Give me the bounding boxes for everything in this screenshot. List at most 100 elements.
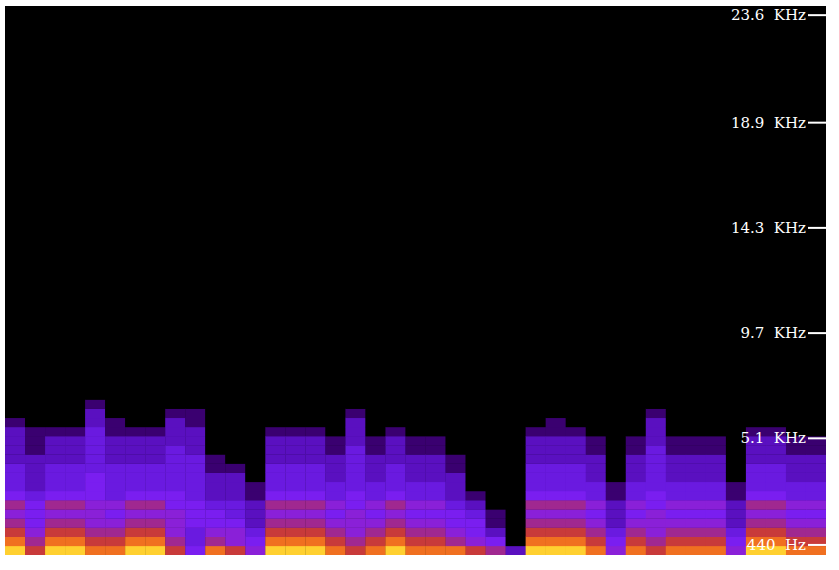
- cell: [65, 454, 85, 463]
- cell: [746, 418, 766, 427]
- cell: [65, 436, 85, 445]
- cell: [706, 399, 726, 408]
- cell: [666, 518, 686, 527]
- cell: [446, 473, 466, 482]
- cell: [526, 399, 546, 408]
- cell: [546, 418, 566, 427]
- cell: [446, 518, 466, 527]
- cell: [466, 436, 486, 445]
- cell: [686, 473, 706, 482]
- cell: [45, 464, 65, 473]
- cell: [806, 537, 826, 546]
- cell: [646, 473, 666, 482]
- cell: [65, 528, 85, 537]
- cell: [506, 454, 526, 463]
- cell: [526, 409, 546, 418]
- cell: [466, 445, 486, 454]
- cell: [185, 399, 205, 408]
- cell: [606, 418, 626, 427]
- cell: [145, 409, 165, 418]
- tick: [808, 437, 827, 439]
- cell: [165, 500, 185, 509]
- cell: [405, 509, 425, 518]
- cell: [446, 454, 466, 463]
- tick-label: 9.7 KHz: [740, 324, 806, 342]
- cell: [506, 418, 526, 427]
- cell: [165, 454, 185, 463]
- cell: [706, 409, 726, 418]
- cell: [205, 546, 225, 555]
- cell: [626, 436, 646, 445]
- tick-label: 23.6 KHz: [731, 6, 806, 24]
- cell: [466, 482, 486, 491]
- cell: [165, 528, 185, 537]
- cell: [105, 500, 125, 509]
- cell: [125, 399, 145, 408]
- cell: [566, 509, 586, 518]
- cell: [45, 500, 65, 509]
- cell: [65, 546, 85, 555]
- cell: [405, 482, 425, 491]
- cell: [546, 546, 566, 555]
- cell: [426, 390, 446, 399]
- cell: [646, 509, 666, 518]
- cell: [426, 464, 446, 473]
- cell: [426, 491, 446, 500]
- cell: [706, 418, 726, 427]
- cell: [486, 500, 506, 509]
- cell: [646, 537, 666, 546]
- cell: [646, 528, 666, 537]
- cell: [626, 473, 646, 482]
- cell: [546, 509, 566, 518]
- cell: [606, 500, 626, 509]
- cell: [426, 482, 446, 491]
- cell: [606, 473, 626, 482]
- cell: [5, 482, 25, 491]
- cell: [185, 528, 205, 537]
- cell: [45, 427, 65, 436]
- cell: [65, 537, 85, 546]
- cell: [446, 399, 466, 408]
- cell: [405, 473, 425, 482]
- cell: [265, 537, 285, 546]
- cell: [305, 390, 325, 399]
- cell: [706, 518, 726, 527]
- cell: [285, 427, 305, 436]
- cell: [646, 464, 666, 473]
- cell: [486, 528, 506, 537]
- cell: [766, 482, 786, 491]
- cell: [546, 409, 566, 418]
- cell: [365, 473, 385, 482]
- cell: [5, 427, 25, 436]
- cell: [626, 464, 646, 473]
- cell: [666, 436, 686, 445]
- cell: [646, 482, 666, 491]
- cell: [806, 464, 826, 473]
- cell: [25, 445, 45, 454]
- cell: [205, 399, 225, 408]
- cell: [25, 418, 45, 427]
- cell: [666, 546, 686, 555]
- cell: [205, 528, 225, 537]
- cell: [245, 454, 265, 463]
- cell: [5, 399, 25, 408]
- cell: [786, 418, 806, 427]
- cell: [566, 445, 586, 454]
- cell: [45, 390, 65, 399]
- cell: [205, 409, 225, 418]
- cell: [85, 418, 105, 427]
- cell: [305, 518, 325, 527]
- cell: [426, 537, 446, 546]
- cell: [546, 473, 566, 482]
- cell: [746, 482, 766, 491]
- cell: [666, 390, 686, 399]
- cell: [546, 427, 566, 436]
- cell: [365, 518, 385, 527]
- chart-root: 440 Hz5.1 KHz9.7 KHz14.3 KHz18.9 KHz23.6…: [0, 0, 839, 570]
- cell: [245, 518, 265, 527]
- cell: [165, 427, 185, 436]
- cell: [686, 454, 706, 463]
- cell: [285, 436, 305, 445]
- cell: [325, 409, 345, 418]
- cell: [225, 418, 245, 427]
